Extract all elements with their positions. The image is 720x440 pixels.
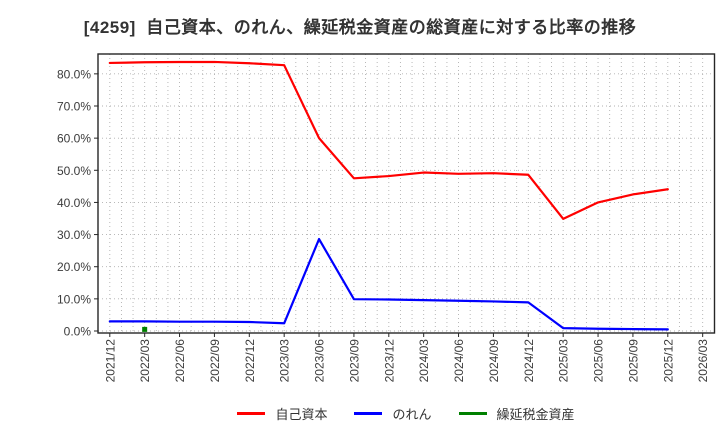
- green-line-swatch-icon: [458, 412, 487, 415]
- legend-label: 自己資本: [275, 407, 328, 422]
- x-tick-label: 2023/03: [278, 339, 292, 383]
- blue-line-swatch-icon: [354, 412, 383, 415]
- legend-item-equity: 自己資本: [237, 404, 327, 423]
- legend-label: のれん: [392, 407, 432, 422]
- x-tick-label: 2024/12: [522, 339, 536, 383]
- y-tick-label: 50.0%: [57, 164, 91, 178]
- x-tick-label: 2025/12: [661, 339, 675, 383]
- x-tick-label: 2024/03: [417, 339, 431, 383]
- x-tick-label: 2023/09: [347, 339, 361, 383]
- y-tick-label: 70.0%: [57, 99, 91, 113]
- x-tick-label: 2022/09: [208, 339, 222, 383]
- legend-item-goodwill: のれん: [354, 404, 432, 423]
- red-line-swatch-icon: [237, 412, 266, 415]
- axes-border: [97, 53, 716, 334]
- legend-label: 繰延税金資産: [496, 407, 575, 422]
- legend-item-deferred-tax: 繰延税金資産: [458, 404, 575, 423]
- x-tick-label: 2022/03: [138, 339, 152, 383]
- x-tick-label: 2022/06: [173, 339, 187, 383]
- x-tick-label: 2025/06: [592, 339, 606, 383]
- chart-title: [4259] 自己資本、のれん、繰延税金資産の総資産に対する比率の推移: [83, 18, 637, 37]
- y-tick-label: 30.0%: [57, 228, 91, 242]
- x-tick-label: 2022/12: [243, 339, 257, 383]
- series-line-のれん: [108, 237, 669, 331]
- x-tick-label: 2024/06: [452, 339, 466, 383]
- y-tick-label: 10.0%: [57, 292, 91, 306]
- y-tick-label: 80.0%: [57, 67, 91, 81]
- x-tick-label: 2026/03: [696, 339, 710, 383]
- series-point-繰延税金資産: [142, 326, 148, 332]
- x-tick-label: 2025/03: [557, 339, 571, 383]
- series-line-自己資本: [108, 60, 669, 220]
- plot-area: 0.0% 10.0% 20.0% 30.0% 40.0% 50.0% 60.0% 70.0% 8…: [57, 53, 716, 383]
- x-tick-label: 2023/12: [382, 339, 396, 383]
- y-tick-label: 0.0%: [64, 325, 92, 339]
- x-tick-label: 2024/09: [487, 339, 501, 383]
- x-tick-label: 2023/06: [313, 339, 327, 383]
- x-tick-label: 2021/12: [103, 339, 117, 383]
- x-tick-label: 2025/09: [626, 339, 640, 383]
- legend: 自己資本 のれん 繰延税金資産: [98, 404, 714, 423]
- y-tick-label: 60.0%: [57, 132, 91, 146]
- y-tick-label: 20.0%: [57, 260, 91, 274]
- y-tick-label: 40.0%: [57, 196, 91, 210]
